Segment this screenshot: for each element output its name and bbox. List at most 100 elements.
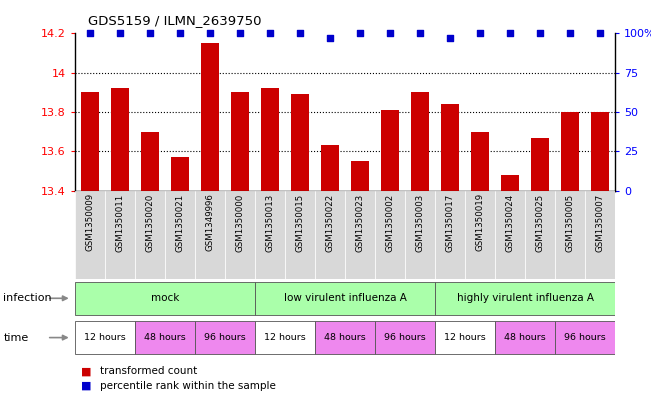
Text: 48 hours: 48 hours: [144, 333, 186, 342]
Text: GSM1350023: GSM1350023: [355, 193, 365, 252]
Point: [174, 30, 185, 37]
Bar: [441, 104, 459, 191]
Bar: [135, 321, 195, 354]
Bar: [345, 191, 375, 279]
Text: GSM1350000: GSM1350000: [236, 193, 245, 252]
Text: 96 hours: 96 hours: [204, 333, 246, 342]
Text: GDS5159 / ILMN_2639750: GDS5159 / ILMN_2639750: [88, 14, 262, 27]
Text: 12 hours: 12 hours: [84, 333, 126, 342]
Text: GSM1350013: GSM1350013: [266, 193, 275, 252]
Text: GSM1350024: GSM1350024: [506, 193, 515, 252]
Bar: [111, 88, 129, 191]
Bar: [231, 92, 249, 191]
Bar: [525, 191, 555, 279]
Bar: [285, 191, 315, 279]
Point: [145, 30, 155, 37]
Point: [535, 30, 546, 37]
Text: GSM1350015: GSM1350015: [296, 193, 305, 252]
Bar: [201, 43, 219, 191]
Point: [85, 30, 95, 37]
Text: time: time: [3, 332, 29, 343]
Bar: [315, 191, 345, 279]
Bar: [171, 157, 189, 191]
Bar: [291, 94, 309, 191]
Bar: [591, 112, 609, 191]
Bar: [555, 191, 585, 279]
Bar: [261, 88, 279, 191]
Bar: [435, 321, 495, 354]
Text: GSM1350003: GSM1350003: [415, 193, 424, 252]
Text: 12 hours: 12 hours: [264, 333, 306, 342]
Text: 48 hours: 48 hours: [505, 333, 546, 342]
Bar: [75, 321, 135, 354]
Text: percentile rank within the sample: percentile rank within the sample: [100, 381, 275, 391]
Text: GSM1350002: GSM1350002: [385, 193, 395, 252]
Bar: [465, 191, 495, 279]
Bar: [315, 321, 375, 354]
Point: [385, 30, 395, 37]
Point: [325, 35, 335, 41]
Bar: [405, 191, 435, 279]
Bar: [435, 282, 615, 315]
Point: [445, 35, 455, 41]
Text: GSM1349996: GSM1349996: [206, 193, 214, 251]
Bar: [225, 191, 255, 279]
Bar: [321, 145, 339, 191]
Text: 12 hours: 12 hours: [444, 333, 486, 342]
Bar: [75, 191, 105, 279]
Point: [565, 30, 575, 37]
Text: GSM1350011: GSM1350011: [115, 193, 124, 252]
Text: low virulent influenza A: low virulent influenza A: [284, 293, 406, 303]
Text: 96 hours: 96 hours: [384, 333, 426, 342]
Text: highly virulent influenza A: highly virulent influenza A: [456, 293, 594, 303]
Bar: [165, 191, 195, 279]
Bar: [375, 191, 405, 279]
Bar: [471, 132, 489, 191]
Bar: [255, 321, 315, 354]
Text: GSM1350025: GSM1350025: [536, 193, 545, 252]
Bar: [105, 191, 135, 279]
Text: GSM1350009: GSM1350009: [85, 193, 94, 252]
Bar: [81, 92, 99, 191]
Text: GSM1350007: GSM1350007: [596, 193, 605, 252]
Bar: [255, 191, 285, 279]
Text: GSM1350005: GSM1350005: [566, 193, 575, 252]
Bar: [555, 321, 615, 354]
Text: ■: ■: [81, 366, 92, 376]
Bar: [585, 191, 615, 279]
Bar: [255, 282, 435, 315]
Bar: [495, 191, 525, 279]
Text: infection: infection: [3, 293, 52, 303]
Bar: [381, 110, 399, 191]
Text: GSM1350021: GSM1350021: [175, 193, 184, 252]
Text: GSM1350017: GSM1350017: [445, 193, 454, 252]
Bar: [75, 282, 255, 315]
Point: [595, 30, 605, 37]
Point: [115, 30, 125, 37]
Bar: [411, 92, 429, 191]
Text: GSM1350019: GSM1350019: [476, 193, 484, 252]
Bar: [561, 112, 579, 191]
Text: ■: ■: [81, 381, 92, 391]
Bar: [135, 191, 165, 279]
Point: [355, 30, 365, 37]
Text: 48 hours: 48 hours: [324, 333, 366, 342]
Point: [265, 30, 275, 37]
Point: [295, 30, 305, 37]
Point: [475, 30, 485, 37]
Bar: [195, 321, 255, 354]
Bar: [375, 321, 435, 354]
Point: [415, 30, 425, 37]
Bar: [531, 138, 549, 191]
Point: [235, 30, 245, 37]
Text: mock: mock: [151, 293, 179, 303]
Bar: [501, 175, 519, 191]
Bar: [351, 161, 369, 191]
Text: GSM1350020: GSM1350020: [145, 193, 154, 252]
Point: [204, 30, 215, 37]
Bar: [435, 191, 465, 279]
Bar: [141, 132, 159, 191]
Text: 96 hours: 96 hours: [564, 333, 606, 342]
Text: GSM1350022: GSM1350022: [326, 193, 335, 252]
Text: transformed count: transformed count: [100, 366, 197, 376]
